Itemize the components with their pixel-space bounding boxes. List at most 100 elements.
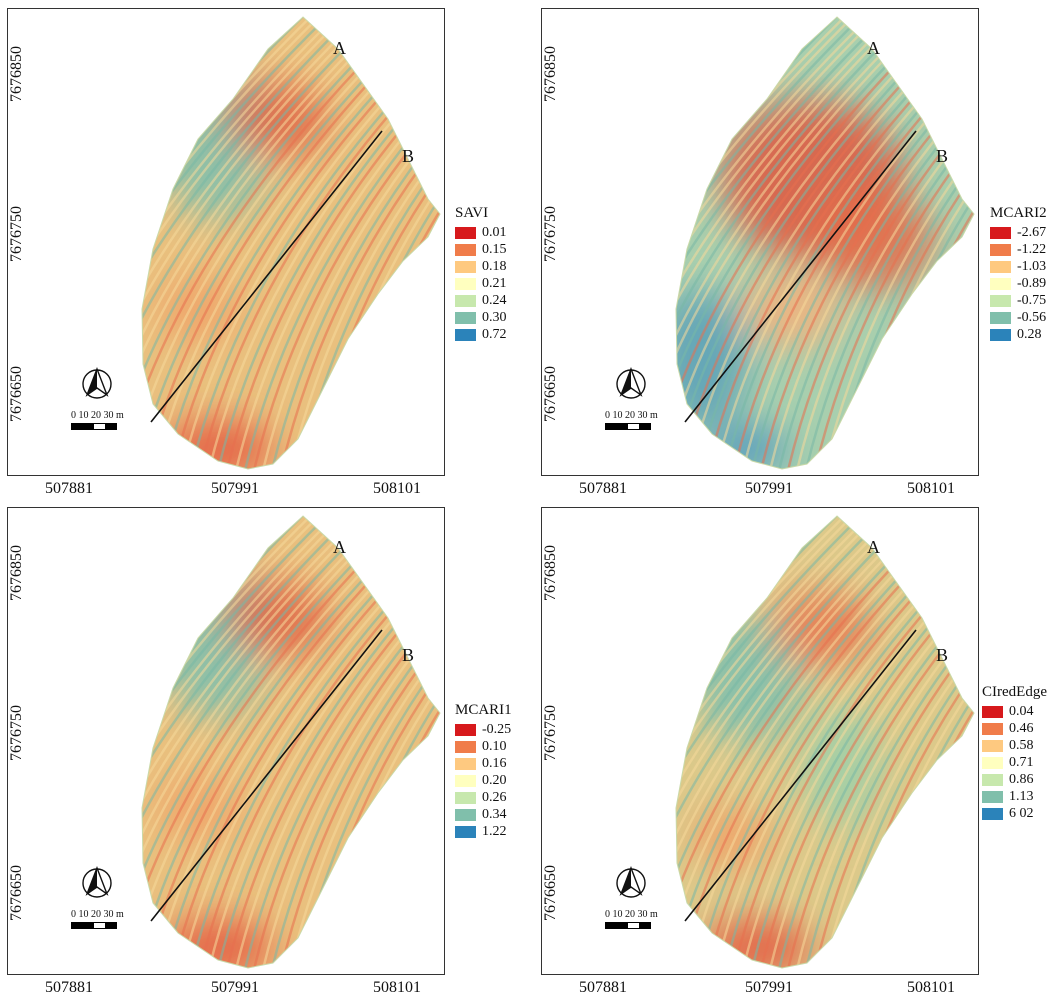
north-arrow-icon — [81, 865, 113, 904]
x-tick-label: 507881 — [579, 480, 627, 497]
legend-mcari2: MCARI2 -2.67 -1.22 -1.03 -0.89 -0.75 -0.56 0.28 — [990, 205, 1047, 343]
y-tick-label: 7676650 — [8, 865, 25, 921]
legend-swatch — [455, 740, 476, 753]
legend-value: -0.25 — [482, 721, 512, 737]
transect-line — [150, 629, 383, 922]
scale-bar-graphic — [605, 922, 651, 929]
legend-item: 0.10 — [455, 738, 512, 755]
point-a-label: A — [333, 38, 346, 58]
map-frame-mcari2 — [541, 8, 979, 476]
legend-swatch — [455, 328, 476, 341]
legend-item: 0.01 — [455, 224, 507, 241]
north-arrow-icon — [81, 366, 113, 405]
legend-value: 0.24 — [482, 292, 507, 308]
scale-bar: 0 10 20 30 m — [605, 410, 658, 430]
point-a-label: A — [867, 537, 880, 557]
legend-title: MCARI1 — [455, 702, 512, 718]
legend-swatch — [982, 756, 1003, 769]
legend-value: 0.21 — [482, 275, 507, 291]
legend-value: 0.16 — [482, 755, 507, 771]
legend-item: 0.15 — [455, 241, 507, 258]
map-frame-savi — [7, 8, 445, 476]
x-tick-label: 508101 — [907, 979, 955, 996]
point-b-label: B — [936, 645, 949, 665]
legend-item: 0.86 — [982, 771, 1047, 788]
legend-value: 0.58 — [1009, 737, 1034, 753]
legend-item: 0.28 — [990, 326, 1047, 343]
y-tick-label: 7676650 — [542, 865, 559, 921]
y-tick-label: 7676650 — [542, 366, 559, 422]
legend-value: -0.56 — [1017, 309, 1047, 325]
legend-value: 0.71 — [1009, 754, 1034, 770]
legend-value: -2.67 — [1017, 224, 1047, 240]
legend-item: 0.20 — [455, 772, 512, 789]
point-b-label: B — [402, 645, 415, 665]
legend-item: 0.30 — [455, 309, 507, 326]
legend-item: -0.25 — [455, 721, 512, 738]
legend-value: -1.03 — [1017, 258, 1047, 274]
x-tick-label: 507991 — [211, 979, 259, 996]
legend-item: -0.89 — [990, 275, 1047, 292]
y-tick-label: 7676750 — [8, 206, 25, 262]
field-map-mcari2 — [675, 16, 975, 470]
legend-swatch — [982, 773, 1003, 786]
legend-value: 0.28 — [1017, 326, 1042, 342]
legend-value: 0.86 — [1009, 771, 1034, 787]
scale-bar: 0 10 20 30 m — [605, 909, 658, 929]
legend-swatch — [455, 757, 476, 770]
scale-bar: 0 10 20 30 m — [71, 410, 124, 430]
legend-item: 0.58 — [982, 737, 1047, 754]
map-frame-mcari1 — [7, 507, 445, 975]
x-tick-label: 507991 — [745, 979, 793, 996]
legend-value: 0.20 — [482, 772, 507, 788]
legend-item: 0.34 — [455, 806, 512, 823]
legend-swatch — [990, 294, 1011, 307]
scale-bar-labels: 0 10 20 30 m — [71, 410, 124, 421]
map-frame-ciredge — [541, 507, 979, 975]
legend-swatch — [455, 243, 476, 256]
legend-item: 0.16 — [455, 755, 512, 772]
y-tick-label: 7676750 — [8, 705, 25, 761]
legend-swatch — [455, 723, 476, 736]
legend-mcari1: MCARI1 -0.25 0.10 0.16 0.20 0.26 0.34 1.22 — [455, 702, 512, 840]
legend-swatch — [455, 791, 476, 804]
legend-value: 0.18 — [482, 258, 507, 274]
legend-item: -0.75 — [990, 292, 1047, 309]
legend-item: 0.26 — [455, 789, 512, 806]
scale-bar-graphic — [605, 423, 651, 430]
legend-swatch — [455, 825, 476, 838]
legend-swatch — [455, 808, 476, 821]
field-map-savi — [141, 16, 441, 470]
legend-item: -2.67 — [990, 224, 1047, 241]
legend-item: 1.13 — [982, 788, 1047, 805]
legend-value: 0.26 — [482, 789, 507, 805]
y-tick-label: 7676850 — [542, 46, 559, 102]
y-tick-label: 7676750 — [542, 705, 559, 761]
x-tick-label: 508101 — [373, 979, 421, 996]
legend-swatch — [455, 774, 476, 787]
scale-bar-graphic — [71, 922, 117, 929]
legend-item: 0.72 — [455, 326, 507, 343]
transect-line — [150, 130, 383, 423]
legend-title: CIredEdge — [982, 684, 1047, 700]
legend-swatch — [455, 311, 476, 324]
x-tick-label: 507881 — [45, 979, 93, 996]
legend-title: SAVI — [455, 205, 489, 221]
point-b-label: B — [936, 146, 949, 166]
y-tick-label: 7676650 — [8, 366, 25, 422]
legend-swatch — [982, 705, 1003, 718]
legend-swatch — [990, 260, 1011, 273]
legend-item: 0.04 — [982, 703, 1047, 720]
x-tick-label: 507991 — [211, 480, 259, 497]
legend-value: 0.72 — [482, 326, 507, 342]
y-tick-label: 7676850 — [8, 545, 25, 601]
legend-value: 1.13 — [1009, 788, 1034, 804]
legend-title: MCARI2 — [990, 205, 1047, 221]
y-tick-label: 7676850 — [542, 545, 559, 601]
legend-swatch — [455, 226, 476, 239]
scale-bar-labels: 0 10 20 30 m — [605, 909, 658, 920]
transect-line — [684, 629, 917, 922]
north-arrow-icon — [615, 865, 647, 904]
scale-bar-graphic — [71, 423, 117, 430]
legend-value: 0.04 — [1009, 703, 1034, 719]
